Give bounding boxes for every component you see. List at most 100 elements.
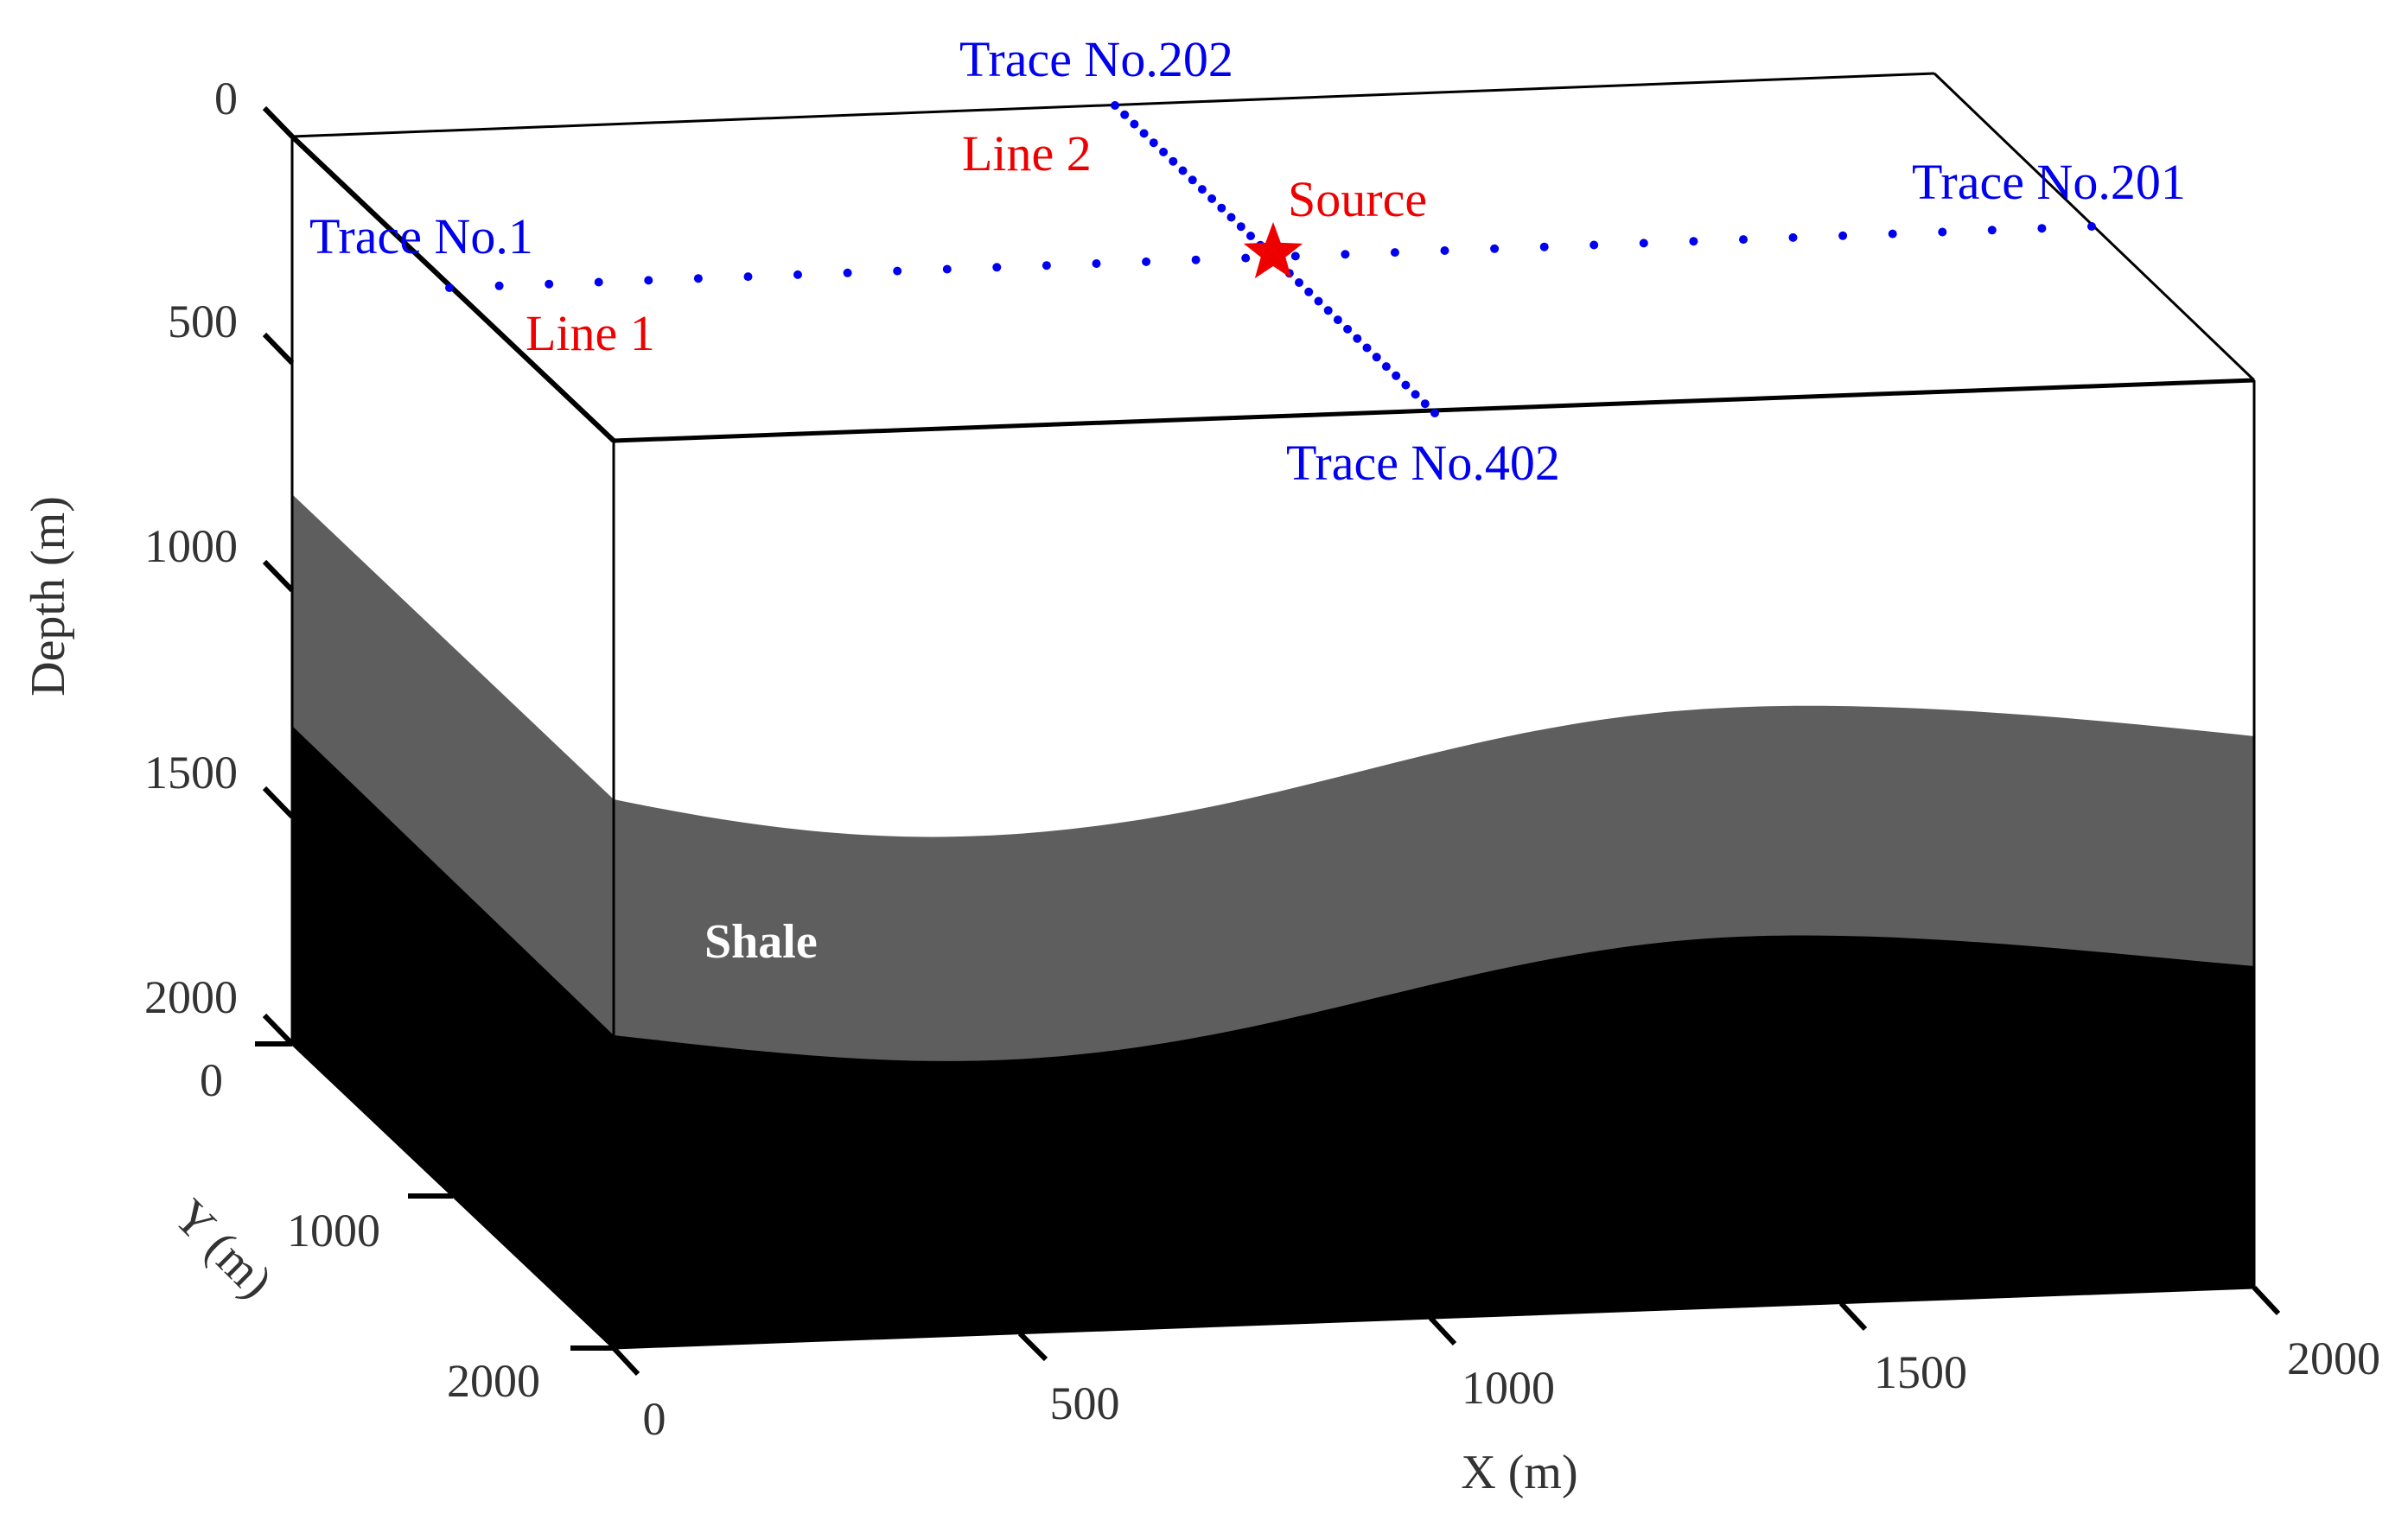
receiver-dot — [1159, 147, 1169, 156]
depth-tick-label: 0 — [214, 73, 238, 124]
receiver-dot — [1440, 246, 1449, 255]
receiver-dot — [1739, 235, 1748, 245]
line-2-label: Line 2 — [962, 125, 1092, 181]
receiver-dot — [1197, 185, 1207, 194]
x-axis-label: X (m) — [1461, 1446, 1577, 1499]
receiver-dot — [1314, 296, 1323, 306]
receiver-dot — [1430, 409, 1439, 417]
receiver-dot — [1236, 222, 1245, 232]
receiver-dot — [2087, 222, 2096, 231]
receiver-dot — [843, 268, 852, 277]
line-1-label: Line 1 — [526, 305, 655, 361]
receiver-dot — [893, 266, 902, 276]
x-tick — [2252, 1285, 2281, 1316]
receiver-dot — [1188, 175, 1197, 185]
x-axis: 0 500 1000 1500 2000 X (m) — [611, 1285, 2380, 1499]
receiver-dot — [1207, 194, 1217, 203]
receiver-dot — [1343, 324, 1353, 334]
receiver-dot — [1938, 227, 1947, 237]
depth-tick — [262, 786, 295, 819]
receiver-dot — [1191, 255, 1201, 264]
receiver-dot — [942, 264, 952, 274]
receiver-dot — [1290, 251, 1300, 261]
receiver-dot — [1987, 226, 1997, 235]
x-tick-label: 1000 — [1462, 1362, 1555, 1414]
receiver-dot — [1169, 156, 1178, 166]
receiver-dot — [1178, 166, 1188, 175]
receiver-dot — [1390, 248, 1399, 258]
x-tick — [1017, 1331, 1048, 1362]
y-tick-label: 0 — [200, 1054, 223, 1106]
trace-1-label: Trace No.1 — [309, 208, 533, 264]
x-tick-label: 2000 — [2287, 1333, 2380, 1384]
source-star-icon — [1243, 222, 1303, 279]
receiver-dot — [1888, 229, 1897, 239]
y-tick-label: 2000 — [447, 1355, 540, 1407]
x-tick-label: 0 — [643, 1393, 666, 1445]
receiver-dot — [1539, 242, 1549, 251]
trace-402-label: Trace No.402 — [1286, 435, 1560, 491]
receiver-dot — [1341, 250, 1350, 259]
receiver-dot — [1639, 239, 1648, 248]
receiver-dot — [1689, 237, 1698, 246]
receiver-dot — [2037, 224, 2047, 233]
receiver-dot — [1420, 399, 1430, 409]
depth-tick-label: 500 — [168, 296, 238, 347]
receiver-dot — [1111, 101, 1119, 110]
receiver-dot — [1226, 213, 1236, 222]
bottom-layer-left-face — [292, 726, 614, 1348]
receiver-dot — [1130, 119, 1139, 129]
receiver-dot — [793, 270, 802, 279]
receiver-dot — [1788, 232, 1798, 242]
bottom-layer-front-face — [614, 935, 2254, 1348]
receiver-dot — [644, 276, 653, 285]
receiver-dot — [594, 277, 603, 287]
receiver-dot — [1589, 240, 1599, 250]
receiver-dot — [1392, 371, 1401, 380]
receiver-line-1 — [445, 222, 2096, 292]
receiver-dot — [1241, 253, 1251, 263]
receiver-dot — [1401, 380, 1411, 390]
depth-tick — [262, 1013, 295, 1046]
depth-axis-label: Depth (m) — [22, 496, 75, 697]
y-axis-label: Y (m) — [163, 1189, 283, 1308]
receiver-dot — [1149, 138, 1158, 148]
x-tick — [611, 1345, 640, 1377]
depth-tick — [262, 559, 295, 593]
x-tick — [1428, 1315, 1457, 1346]
receiver-dot — [1411, 390, 1420, 399]
receiver-dot — [1372, 353, 1381, 362]
receiver-dot — [1490, 244, 1500, 253]
receiver-dot — [494, 281, 504, 290]
receiver-dot — [1381, 362, 1391, 372]
x-tick-label: 500 — [1050, 1377, 1120, 1429]
receiver-dot — [1120, 110, 1130, 119]
receiver-dot — [743, 272, 753, 282]
depth-tick-label: 1500 — [144, 747, 238, 798]
trace-201-label: Trace No.201 — [1912, 154, 2186, 210]
receiver-dot — [445, 283, 454, 292]
receiver-dot — [1295, 278, 1303, 287]
receiver-dot — [1333, 315, 1342, 325]
x-tick-label: 1500 — [1874, 1346, 1967, 1398]
source-label: Source — [1288, 171, 1427, 227]
receiver-dot — [545, 279, 554, 289]
x-tick — [1838, 1301, 1868, 1332]
receiver-dot — [1139, 129, 1149, 138]
depth-tick — [262, 105, 295, 139]
shale-label: Shale — [704, 915, 818, 969]
receiver-dot — [1323, 306, 1333, 315]
depth-axis: 0 500 1000 1500 2000 Depth (m) — [22, 73, 295, 1046]
trace-202-label: Trace No.202 — [959, 31, 1233, 87]
receiver-dot — [1838, 231, 1848, 240]
receiver-dot — [992, 263, 1002, 272]
depth-tick-label: 1000 — [144, 520, 238, 572]
y-tick-label: 1000 — [287, 1205, 380, 1256]
receiver-dot — [1217, 203, 1226, 213]
receiver-dot — [1304, 287, 1314, 296]
depth-tick — [262, 332, 295, 366]
receiver-dot — [1142, 257, 1151, 266]
receiver-dot — [1353, 334, 1362, 343]
depth-tick-label: 2000 — [144, 971, 238, 1023]
